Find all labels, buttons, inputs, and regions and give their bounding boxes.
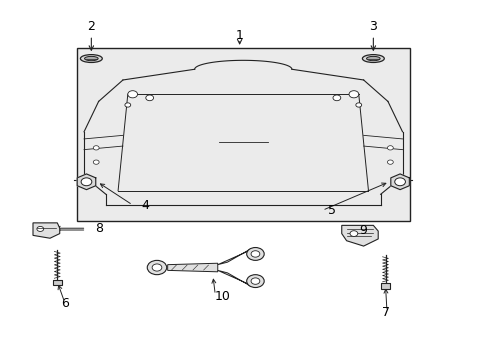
Polygon shape [217,270,250,286]
Polygon shape [341,225,377,246]
Ellipse shape [366,57,379,61]
Text: 1: 1 [235,29,243,42]
Text: 8: 8 [95,222,102,235]
Text: 10: 10 [214,289,230,303]
Text: 4: 4 [141,198,148,212]
Circle shape [386,146,392,150]
Circle shape [386,160,392,164]
Bar [53,280,61,285]
Polygon shape [217,249,250,265]
Polygon shape [390,174,408,190]
Ellipse shape [80,55,102,63]
Circle shape [152,264,162,271]
Polygon shape [77,174,96,190]
Text: 3: 3 [368,20,377,33]
Circle shape [124,103,130,107]
Ellipse shape [84,57,98,61]
Circle shape [147,260,166,275]
Circle shape [394,178,405,186]
Polygon shape [33,223,60,238]
Circle shape [349,231,357,237]
Circle shape [37,226,43,231]
Polygon shape [167,263,217,272]
Text: 5: 5 [327,204,335,217]
Text: 6: 6 [61,297,68,310]
Circle shape [246,248,264,260]
Circle shape [246,275,264,288]
Circle shape [93,146,99,150]
Circle shape [127,91,137,98]
Bar [77,48,409,221]
Text: 7: 7 [381,306,389,319]
Circle shape [355,103,361,107]
Circle shape [93,160,99,164]
Circle shape [348,91,358,98]
Text: 9: 9 [359,224,367,237]
Text: 2: 2 [87,20,95,33]
Circle shape [145,95,153,101]
Circle shape [332,95,340,101]
Bar [380,283,389,289]
Circle shape [250,251,259,257]
Circle shape [81,178,92,186]
Circle shape [250,278,259,284]
Ellipse shape [362,55,384,63]
